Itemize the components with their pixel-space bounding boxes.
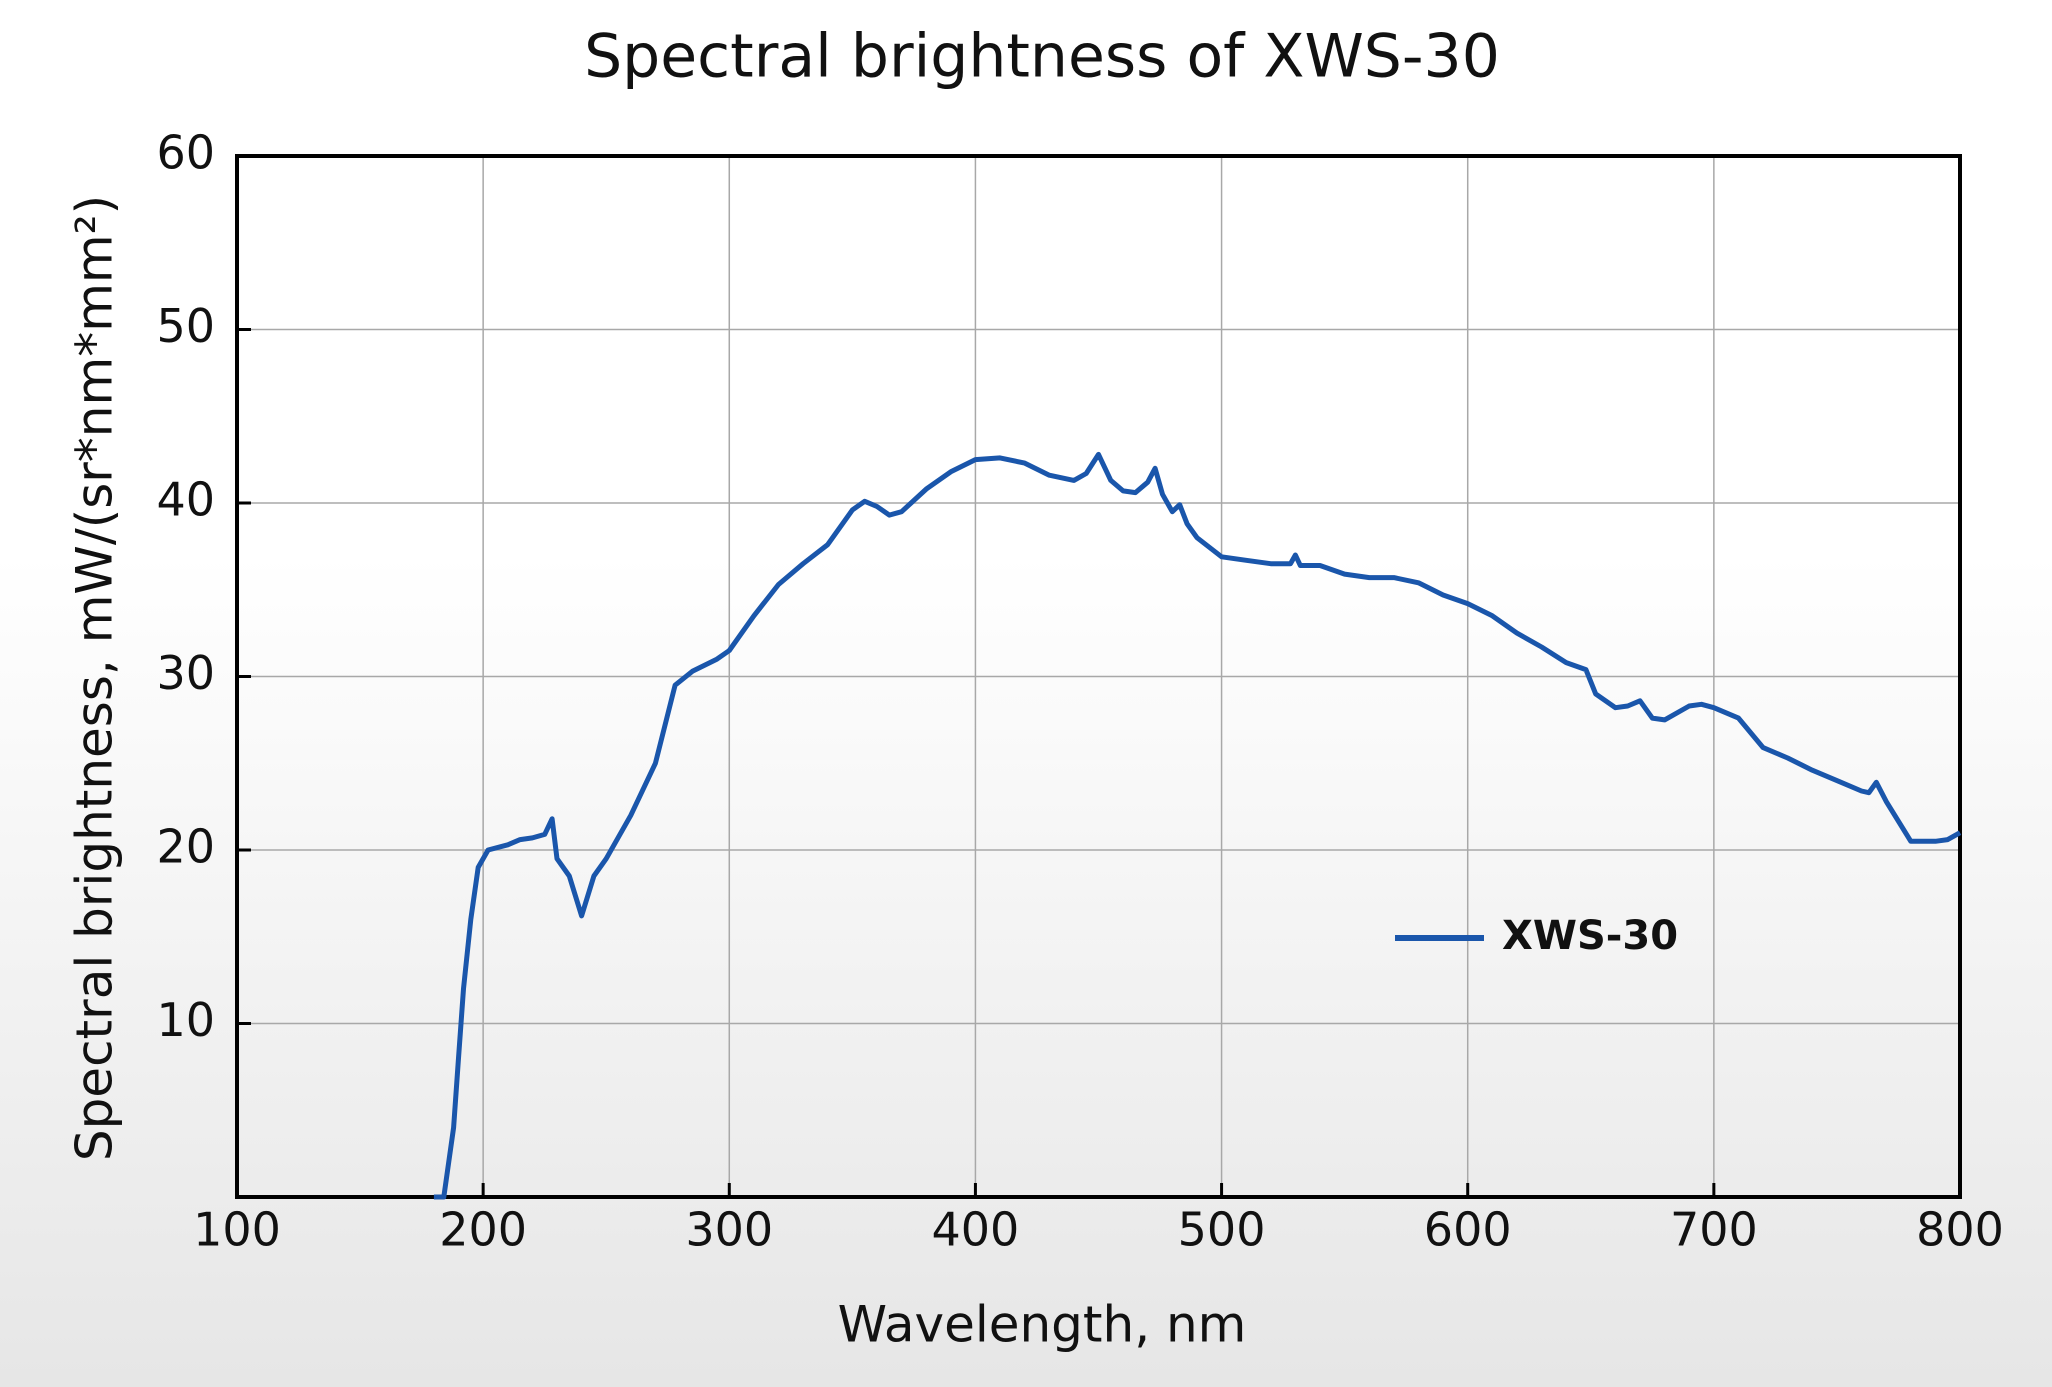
x-tick-label: 700 bbox=[1670, 1203, 1758, 1257]
data-line bbox=[433, 451, 1962, 1200]
x-tick-label: 500 bbox=[1178, 1203, 1266, 1257]
x-tick-label: 600 bbox=[1424, 1203, 1512, 1257]
chart-title: Spectral brightness of XWS-30 bbox=[584, 22, 1500, 92]
y-tick-label: 30 bbox=[156, 646, 215, 700]
y-tick-label: 20 bbox=[156, 820, 215, 874]
x-tick-label: 100 bbox=[193, 1203, 281, 1257]
y-tick-label: 10 bbox=[156, 993, 215, 1047]
y-tick-label: 40 bbox=[156, 473, 215, 527]
x-axis-label: Wavelength, nm bbox=[838, 1296, 1247, 1354]
x-tick-label: 400 bbox=[932, 1203, 1020, 1257]
x-tick-label: 300 bbox=[685, 1203, 773, 1257]
plot-frame bbox=[235, 154, 1962, 1199]
x-tick-label: 800 bbox=[1916, 1203, 2004, 1257]
y-tick-label: 50 bbox=[156, 299, 215, 353]
x-tick-label: 200 bbox=[439, 1203, 527, 1257]
legend-label: XWS-30 bbox=[1502, 913, 1678, 959]
y-tick-label: 60 bbox=[156, 126, 215, 180]
y-axis-label: Spectral brightness, mW/(sr*nm*mm²) bbox=[66, 195, 124, 1161]
